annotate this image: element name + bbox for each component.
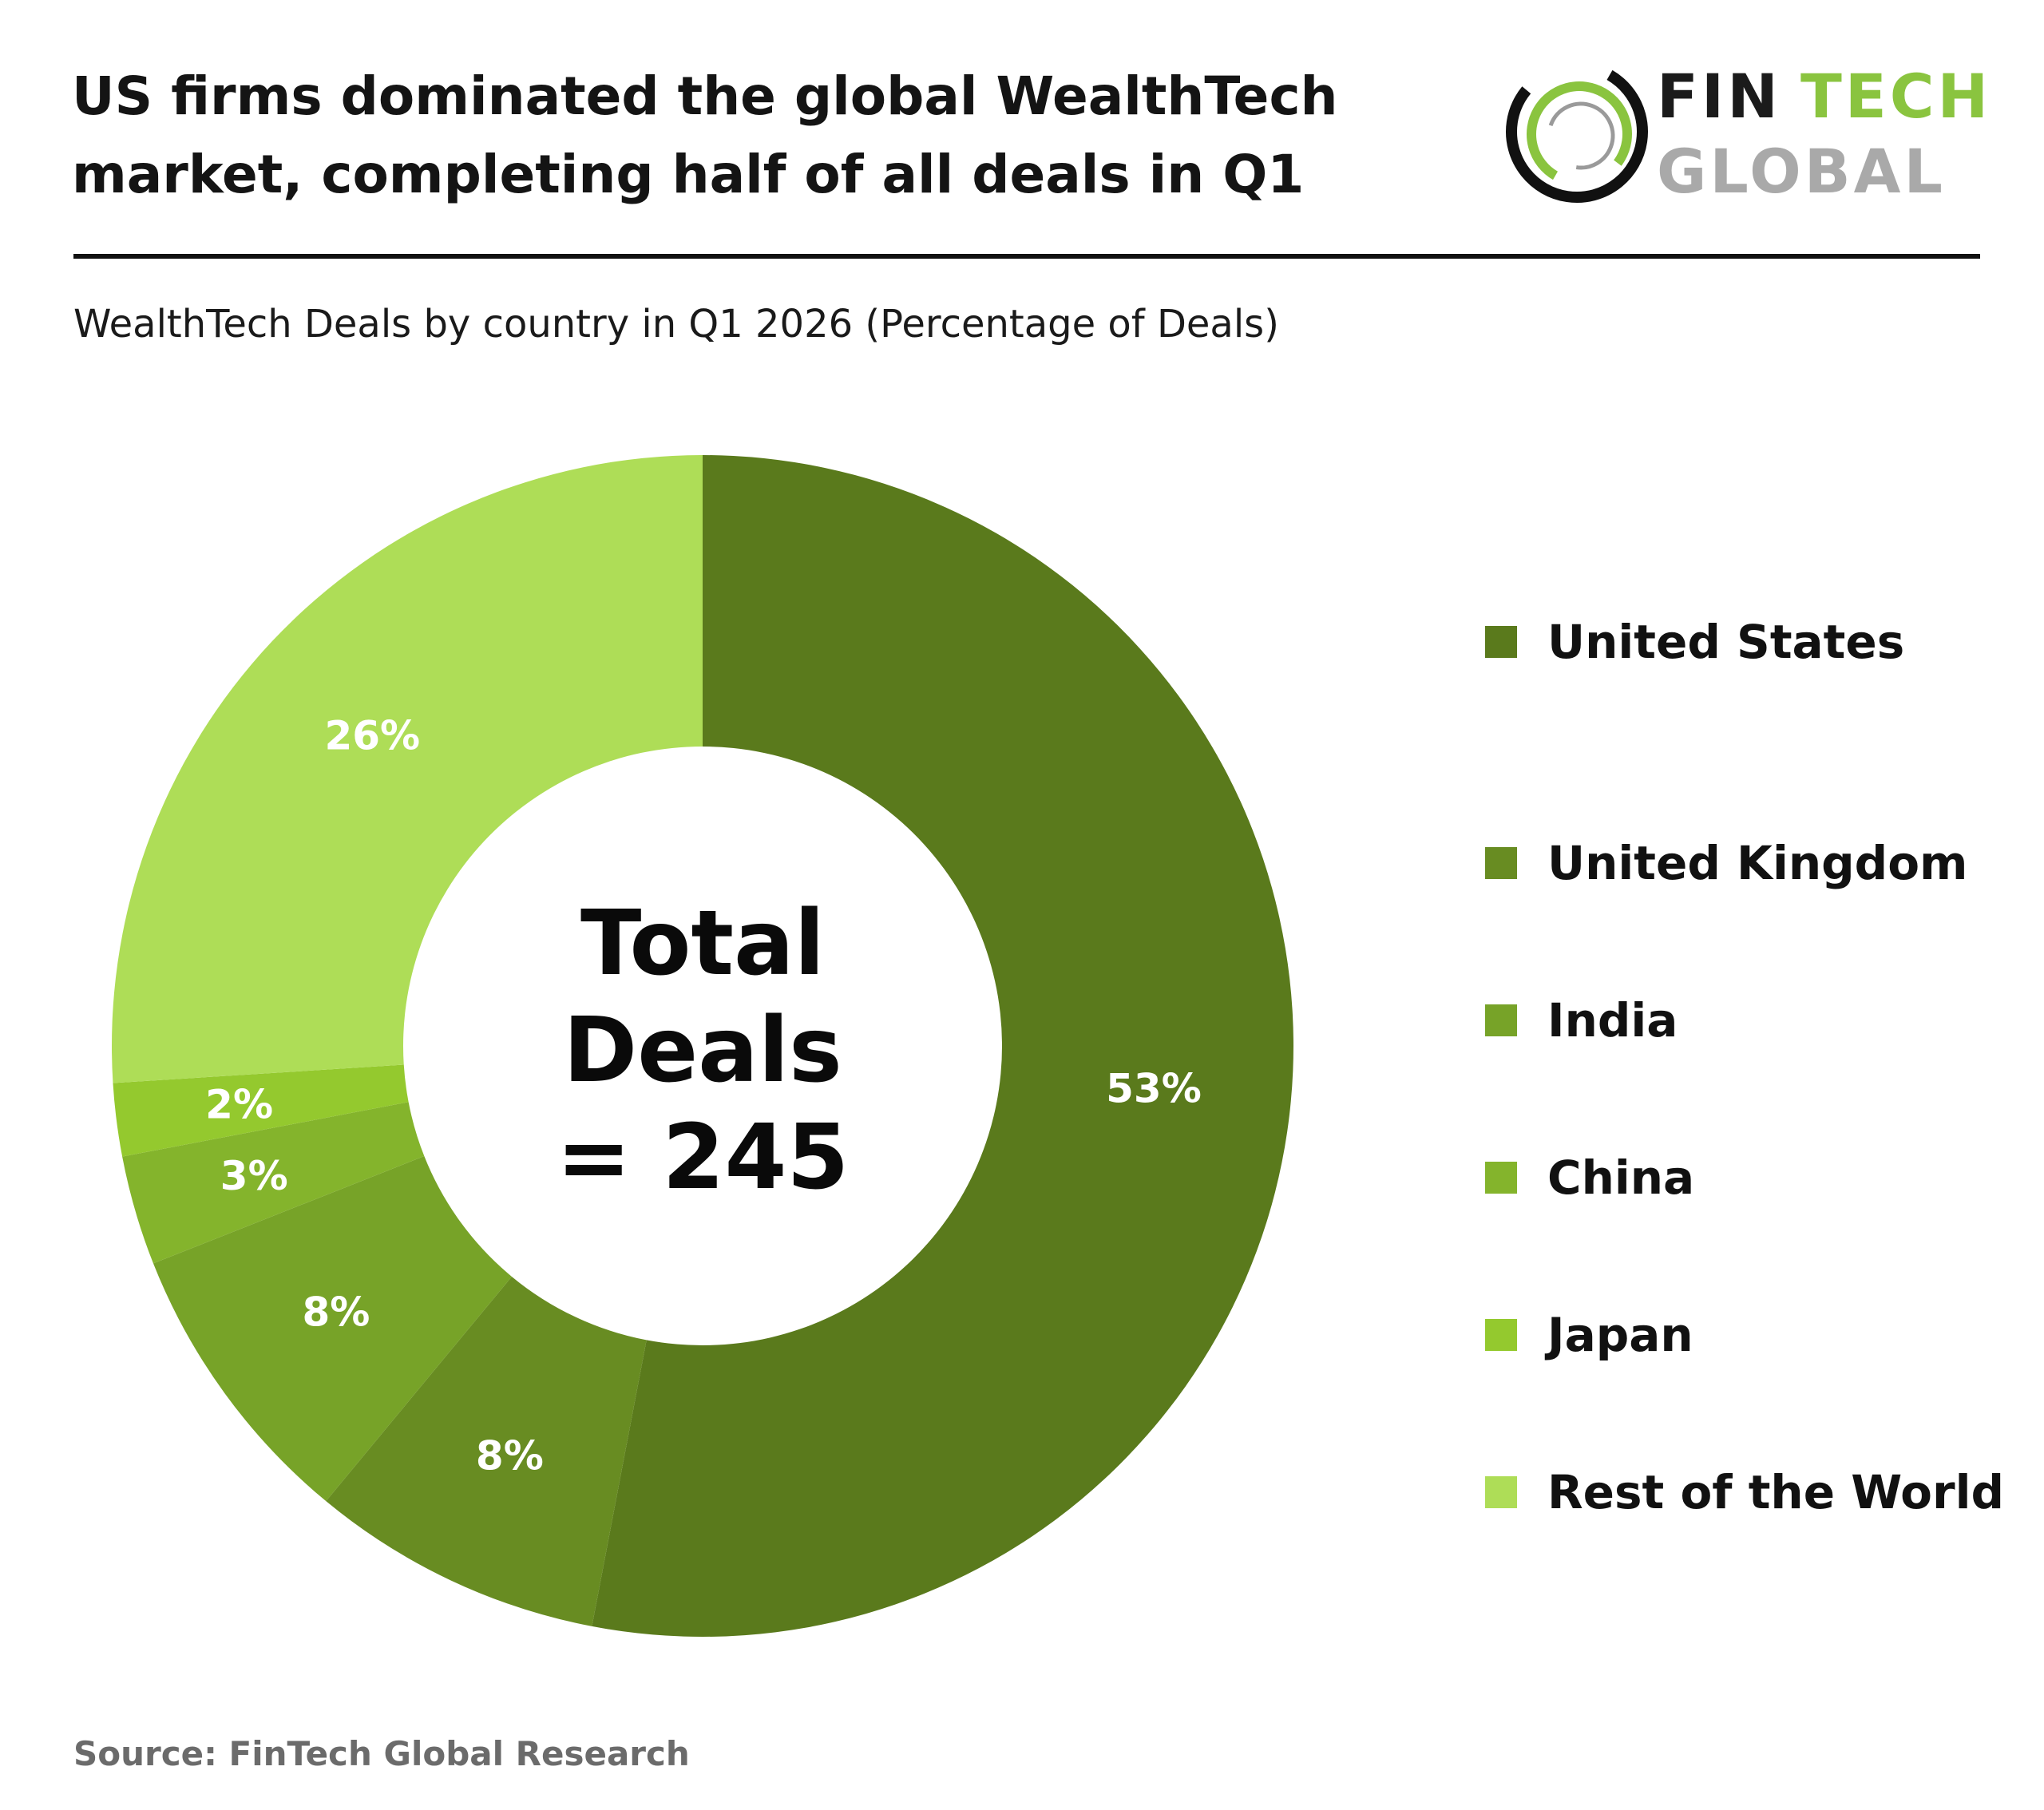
legend-item-india: India: [1485, 941, 2004, 1099]
logo-word-tech: TECH: [1800, 61, 1992, 132]
donut-chart: 53% 8% 8% 3% 2% 26%: [112, 455, 1293, 1637]
legend-label: United States: [1547, 615, 1905, 669]
slice-united-states: [592, 455, 1293, 1637]
slice-label-united-states: 53%: [1106, 1065, 1202, 1111]
legend-swatch: [1485, 626, 1517, 658]
chart-legend: United States United Kingdom India China Jap…: [1485, 615, 2004, 1570]
chart-subtitle: WealthTech Deals by country in Q1 2026 (…: [73, 302, 1279, 347]
slice-label-india: 8%: [302, 1289, 370, 1336]
legend-label: United Kingdom: [1547, 835, 1968, 890]
logo-word-global: GLOBAL: [1657, 136, 1946, 207]
legend-label: China: [1547, 1150, 1695, 1205]
legend-item-united-kingdom: United Kingdom: [1485, 784, 2004, 941]
legend-item-china: China: [1485, 1099, 2004, 1256]
slice-china: [122, 1102, 425, 1264]
chart-headline: US firms dominated the global WealthTech…: [72, 57, 1461, 214]
legend-label: Japan: [1547, 1307, 1693, 1362]
headline-line-1: US firms dominated the global WealthTech: [72, 65, 1338, 127]
headline-line-2: market, completing half of all deals in …: [72, 144, 1305, 205]
legend-label: Rest of the World: [1547, 1464, 2005, 1519]
legend-label: India: [1547, 992, 1678, 1048]
ring-logo-icon: [1506, 60, 1648, 203]
fintech-global-logo: FIN TECH GLOBAL: [1501, 56, 1988, 216]
logo-word-fin: FIN: [1657, 61, 1781, 132]
source-note: Source: FinTech Global Research: [73, 1734, 690, 1773]
total-line-3: = 245: [556, 1106, 850, 1210]
legend-swatch: [1485, 1475, 1517, 1508]
total-deals-label: Total Deals = 245: [479, 890, 926, 1211]
legend-item-rest-of-the-world: Rest of the World: [1485, 1413, 2004, 1570]
slice-label-japan: 2%: [205, 1081, 273, 1127]
slice-label-china: 3%: [220, 1153, 288, 1199]
header-divider: [73, 254, 1980, 259]
legend-swatch: [1485, 1004, 1517, 1036]
legend-item-japan: Japan: [1485, 1256, 2004, 1413]
slice-label-united-kingdom: 8%: [476, 1432, 544, 1479]
legend-swatch: [1485, 1318, 1517, 1351]
legend-swatch: [1485, 846, 1517, 879]
slice-rest-of-the-world: [112, 455, 703, 1083]
slice-japan: [113, 1064, 409, 1157]
slice-united-kingdom: [326, 1276, 647, 1626]
slice-label-rest-of-the-world: 26%: [324, 713, 420, 759]
total-line-2: Deals: [563, 999, 842, 1103]
legend-item-united-states: United States: [1485, 615, 2004, 669]
legend-swatch: [1485, 1161, 1517, 1194]
slice-india: [153, 1156, 512, 1502]
total-line-1: Total: [580, 892, 825, 996]
